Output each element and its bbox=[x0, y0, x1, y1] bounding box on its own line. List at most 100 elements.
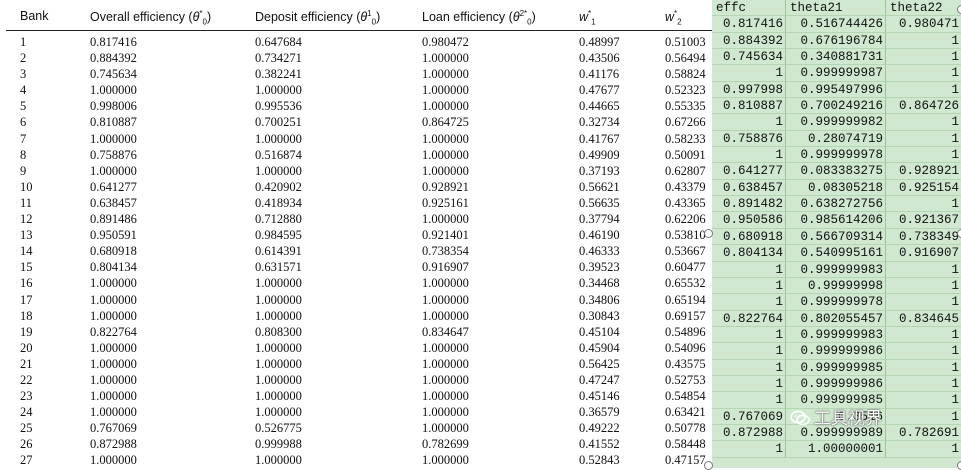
cell-deposit: 1.000000 bbox=[255, 163, 302, 178]
sheet-cell[interactable]: 0.28074719 bbox=[786, 130, 886, 148]
sheet-cell[interactable]: 0.817416 bbox=[712, 16, 786, 33]
sheet-cell[interactable]: 0.985614206 bbox=[786, 212, 886, 229]
sheet-cell[interactable]: 0.782691 bbox=[886, 425, 961, 442]
sheet-cell[interactable]: 1 bbox=[886, 262, 961, 278]
sheet-cell[interactable]: 0.925154 bbox=[886, 180, 961, 197]
sheet-cell[interactable]: 1 bbox=[712, 114, 786, 131]
cell-deposit: 0.614391 bbox=[255, 244, 302, 259]
sheet-cell[interactable]: 0.950586 bbox=[712, 212, 786, 229]
sheet-cell[interactable]: 0.997998 bbox=[712, 81, 786, 99]
sheet-cell[interactable]: 1 bbox=[712, 326, 786, 344]
sheet-cell[interactable]: 0.566709314 bbox=[786, 228, 886, 246]
sheet-cell[interactable]: 1 bbox=[712, 147, 786, 164]
cell-overall: 0.810887 bbox=[90, 115, 137, 130]
sheet-row: 1 0.999999978 1 bbox=[712, 147, 961, 164]
sheet-cell[interactable]: 0.638457 bbox=[712, 179, 786, 197]
sheet-cell[interactable]: 0.680918 bbox=[712, 228, 786, 246]
sheet-cell[interactable]: 0.995497996 bbox=[786, 81, 886, 99]
sheet-cell[interactable]: 1 bbox=[712, 65, 786, 82]
sheet-cell[interactable]: 1 bbox=[886, 343, 961, 360]
sheet-cell[interactable]: 0.999999989 bbox=[786, 424, 886, 442]
sheet-cell[interactable]: 0.822764 bbox=[712, 310, 786, 327]
sheet-cell[interactable]: 0.999999982 bbox=[786, 114, 886, 131]
sheet-cell[interactable]: 0.767069 bbox=[712, 408, 786, 425]
sheet-cell[interactable]: 1 bbox=[712, 392, 786, 409]
sheet-cell[interactable]: 0.928921 bbox=[886, 163, 961, 180]
sheet-cell[interactable]: 0.516744426 bbox=[786, 16, 886, 33]
sheet-cell[interactable]: 1 bbox=[886, 392, 961, 409]
sheet-cell[interactable]: 1 bbox=[712, 359, 786, 376]
sheet-row: 1 0.999999985 1 bbox=[712, 392, 961, 409]
sheet-header-cell[interactable]: theta22 bbox=[886, 0, 961, 17]
sheet-cell[interactable]: 0.891482 bbox=[712, 196, 786, 213]
sheet-cell[interactable]: 0.999999985 bbox=[786, 392, 886, 409]
sheet-cell[interactable]: 0.99999998 bbox=[786, 277, 886, 295]
sheet-cell[interactable]: 1 bbox=[886, 441, 961, 458]
sheet-cell[interactable]: 0.745634 bbox=[712, 49, 786, 66]
sheet-cell[interactable]: 0.916907 bbox=[886, 245, 961, 262]
sheet-cell[interactable]: 0.999999986 bbox=[786, 375, 886, 393]
sheet-cell[interactable]: 0.999999978 bbox=[786, 147, 886, 164]
sheet-header-cell[interactable]: effc bbox=[712, 0, 786, 17]
sheet-cell[interactable]: 1 bbox=[886, 294, 961, 311]
selection-handle-left-mid[interactable] bbox=[704, 229, 713, 238]
sheet-cell[interactable]: 0.921367 bbox=[886, 212, 961, 229]
sheet-cell[interactable]: 0.884392 bbox=[712, 32, 786, 50]
sheet-cell[interactable]: 1 bbox=[886, 131, 961, 148]
sheet-cell[interactable]: 1 bbox=[886, 65, 961, 82]
cell-bank: 15 bbox=[20, 260, 33, 275]
sheet-cell[interactable]: 0.802055457 bbox=[786, 310, 886, 327]
sheet-cell[interactable]: 0.676196784 bbox=[786, 32, 886, 50]
sheet-cell[interactable]: 1.00000001 bbox=[786, 441, 886, 458]
sheet-cell[interactable]: 1 bbox=[886, 33, 961, 50]
sheet-cell[interactable]: 0.864726 bbox=[886, 98, 961, 115]
sheet-cell[interactable]: 1 bbox=[886, 147, 961, 164]
sheet-cell[interactable]: 0.804134 bbox=[712, 245, 786, 262]
cell-overall: 1.000000 bbox=[90, 356, 137, 371]
sheet-cell[interactable]: 0.834645 bbox=[886, 311, 961, 327]
sheet-cell[interactable]: 0.810887 bbox=[712, 98, 786, 115]
sheet-cell[interactable]: 0.3516 bbox=[786, 408, 886, 425]
sheet-cell[interactable]: 1 bbox=[886, 114, 961, 131]
sheet-cell[interactable]: 0.641277 bbox=[712, 163, 786, 180]
sheet-cell[interactable]: 1 bbox=[886, 376, 961, 393]
sheet-cell[interactable]: 1 bbox=[886, 49, 961, 66]
sheet-cell[interactable]: 0.999999987 bbox=[786, 65, 886, 82]
sheet-cell[interactable]: 1 bbox=[712, 375, 786, 393]
selection-handle-bottom-left[interactable] bbox=[704, 461, 713, 470]
selection-handle-right-mid[interactable] bbox=[957, 229, 961, 238]
sheet-cell[interactable]: 0.872988 bbox=[712, 424, 786, 442]
sheet-cell[interactable]: 0.08305218 bbox=[786, 179, 886, 197]
spreadsheet-panel[interactable]: effc theta21 theta22 0.817416 0.516744426 0.9… bbox=[712, 0, 961, 468]
sheet-cell[interactable]: 0.540995161 bbox=[786, 245, 886, 262]
sheet-cell[interactable]: 0.758876 bbox=[712, 130, 786, 148]
selection-handle-top-right[interactable] bbox=[957, 5, 961, 14]
sheet-cell[interactable]: 0.638272756 bbox=[786, 196, 886, 213]
sheet-header-cell[interactable]: theta21 bbox=[786, 0, 886, 17]
cell-deposit: 1.000000 bbox=[255, 356, 302, 371]
sheet-cell[interactable]: 0.999999983 bbox=[786, 326, 886, 344]
sheet-cell[interactable]: 1 bbox=[712, 277, 786, 295]
sheet-cell[interactable]: 0.999999986 bbox=[786, 343, 886, 360]
sheet-cell[interactable]: 0.738349 bbox=[886, 229, 961, 246]
sheet-cell[interactable]: 0.340881731 bbox=[786, 49, 886, 66]
sheet-cell[interactable]: 1 bbox=[886, 327, 961, 344]
sheet-cell[interactable]: 1 bbox=[712, 294, 786, 311]
sheet-cell[interactable]: 1 bbox=[886, 360, 961, 376]
sheet-cell[interactable]: 1 bbox=[712, 261, 786, 278]
sheet-cell[interactable]: 1 bbox=[886, 409, 961, 425]
cell-w1: 0.46190 bbox=[579, 228, 620, 243]
sheet-cell[interactable]: 0.700249216 bbox=[786, 98, 886, 115]
sheet-cell[interactable]: 1 bbox=[712, 343, 786, 360]
sheet-cell[interactable]: 0.999999978 bbox=[786, 294, 886, 311]
selection-handle-bottom-right[interactable] bbox=[957, 461, 961, 470]
spreadsheet-grid[interactable]: effc theta21 theta22 0.817416 0.516744426 0.9… bbox=[712, 0, 961, 458]
sheet-cell[interactable]: 1 bbox=[886, 278, 961, 295]
sheet-cell[interactable]: 1 bbox=[886, 196, 961, 213]
sheet-cell[interactable]: 0.999999983 bbox=[786, 261, 886, 278]
sheet-cell[interactable]: 0.999999985 bbox=[786, 359, 886, 376]
sheet-cell[interactable]: 0.980471 bbox=[886, 16, 961, 33]
sheet-cell[interactable]: 1 bbox=[886, 82, 961, 99]
sheet-cell[interactable]: 1 bbox=[712, 441, 786, 458]
sheet-cell[interactable]: 0.083383275 bbox=[786, 163, 886, 180]
